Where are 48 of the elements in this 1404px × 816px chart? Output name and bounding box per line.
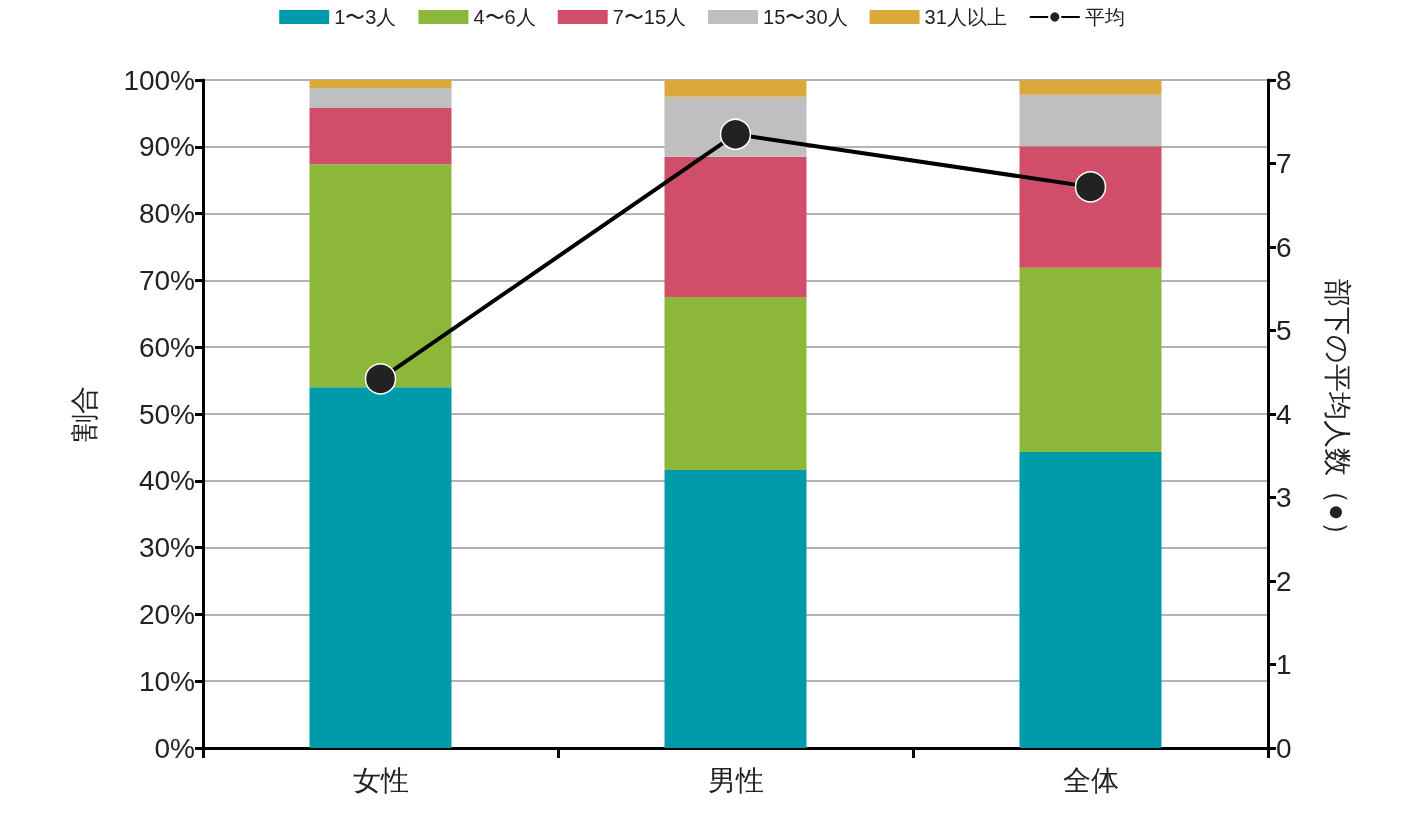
y-tick-label: 20% xyxy=(138,598,195,630)
y-tick-label: 80% xyxy=(138,198,195,230)
y-tick-label: 0% xyxy=(154,732,195,764)
bar xyxy=(1019,146,1162,268)
point xyxy=(364,363,397,395)
y-tick-label: 10% xyxy=(138,665,195,697)
bar xyxy=(664,80,807,97)
y-tick-label: 40% xyxy=(138,465,195,497)
bar xyxy=(309,164,452,388)
bar xyxy=(664,156,807,298)
y-tick-label: 30% xyxy=(138,532,195,564)
legend-label: 1〜3人 xyxy=(334,6,397,28)
bar xyxy=(664,470,807,748)
bar xyxy=(1019,80,1162,95)
x-tick-label: 全体 xyxy=(1062,764,1119,796)
y2-tick-label: 7 xyxy=(1276,148,1292,179)
y2-tick-label: 0 xyxy=(1276,732,1292,764)
y2-tick-label: 4 xyxy=(1276,398,1292,430)
bar xyxy=(664,297,807,471)
y2-tick-label: 2 xyxy=(1276,565,1292,597)
y-tick-label: 100% xyxy=(123,64,195,96)
legend-label: 7〜15人 xyxy=(612,6,687,28)
y2-tick-label: 3 xyxy=(1276,482,1292,513)
legend-label: 平均 xyxy=(1084,6,1125,28)
y2-tick-label: 8 xyxy=(1276,64,1292,96)
bar xyxy=(309,387,452,748)
x-tick-label: 男性 xyxy=(707,764,764,796)
bar xyxy=(1019,452,1162,748)
bar xyxy=(309,80,452,89)
point xyxy=(719,118,752,151)
y-axis-title: 割合 xyxy=(68,386,100,442)
y-tick-label: 50% xyxy=(138,398,195,430)
bar xyxy=(1019,267,1162,453)
y-tick-label: 70% xyxy=(138,264,195,296)
y2-tick-label: 6 xyxy=(1276,231,1292,263)
legend-label: 31人以上 xyxy=(924,6,1007,28)
y2-tick-label: 5 xyxy=(1276,315,1292,346)
point xyxy=(1074,171,1107,203)
bar xyxy=(309,108,452,165)
legend-label: 4〜6人 xyxy=(473,6,536,28)
x-tick-label: 女性 xyxy=(352,764,409,796)
legend-label: 15〜30人 xyxy=(763,6,848,28)
y-tick-label: 90% xyxy=(138,131,195,163)
y2-axis-title: 部下の平均人数（●） xyxy=(1321,279,1353,549)
bar xyxy=(309,88,452,109)
y-tick-label: 60% xyxy=(138,331,195,363)
bar xyxy=(1019,94,1162,147)
y2-tick-label: 1 xyxy=(1276,649,1292,680)
